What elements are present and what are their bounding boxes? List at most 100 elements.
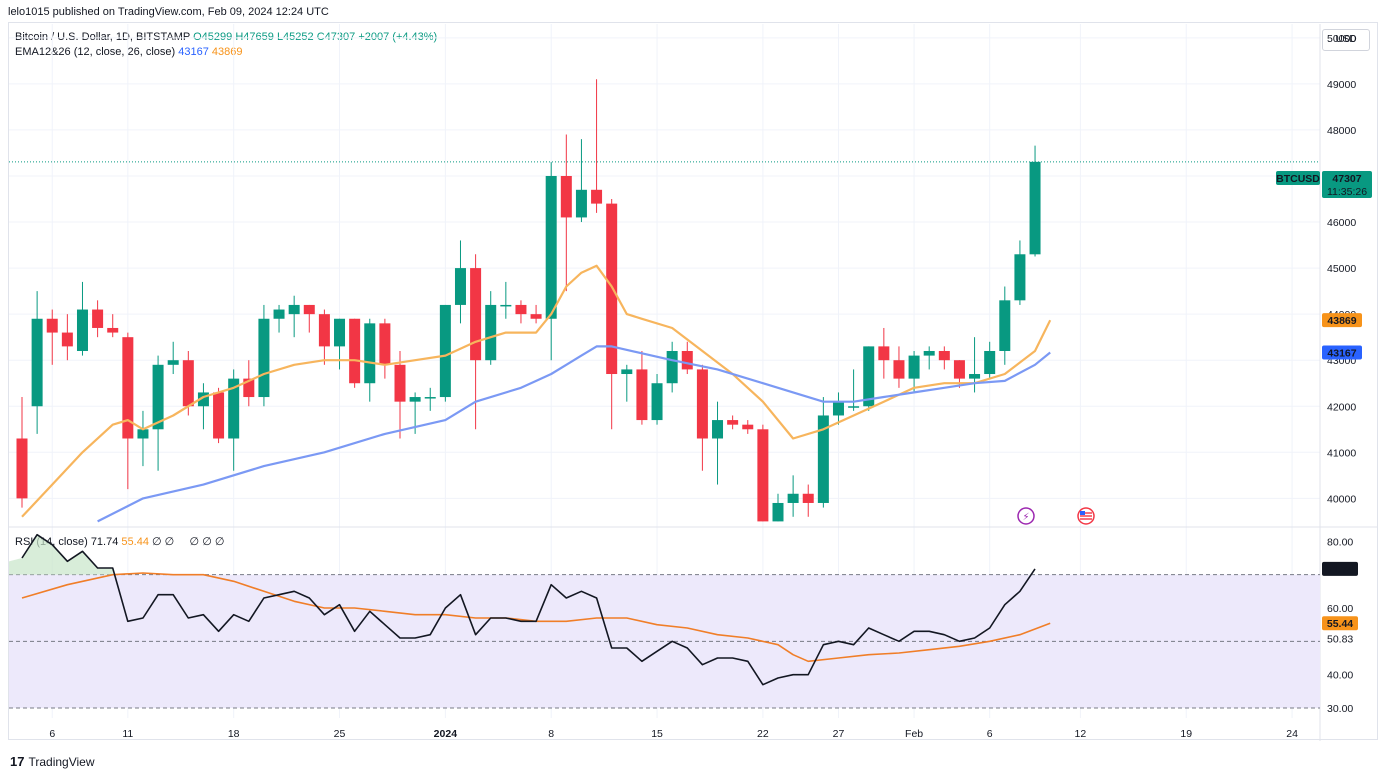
candle-body (651, 383, 663, 421)
rsi-line (21, 533, 1036, 686)
candle (167, 341, 179, 375)
candle (152, 355, 164, 471)
candle-body (969, 374, 981, 379)
candle-body (167, 360, 179, 365)
ema-fast-line (97, 345, 1051, 523)
candle-body (893, 360, 905, 379)
candle (288, 295, 300, 338)
rsi-extra-5: ∅ (214, 536, 225, 548)
rsi-tick-label: 80.00 (1327, 536, 1353, 548)
candle-body (606, 203, 618, 375)
time-tick-label: 12 (1075, 728, 1087, 740)
lightning-glyph: ⚡ (1022, 512, 1029, 523)
candle-body (364, 323, 376, 384)
ema-fast-tag-text: 43167 (1327, 348, 1356, 360)
candle (772, 493, 784, 522)
candle-body (832, 401, 844, 416)
candle-body (802, 493, 814, 503)
rsi-extra-3: ∅ (189, 536, 200, 548)
candle-body (923, 350, 935, 356)
candle-body (938, 350, 950, 361)
candle-body (681, 350, 693, 370)
candle-body (379, 323, 391, 365)
time-tick-label: 2024 (434, 728, 458, 740)
candle-body (591, 189, 603, 204)
price-tick-label: 46000 (1327, 217, 1356, 229)
candle (696, 364, 708, 471)
price-tick-label: 50000 (1327, 33, 1356, 45)
candle-body (712, 420, 724, 439)
time-tick-label: 8 (548, 728, 554, 740)
candle-body (515, 304, 527, 315)
rsi-ma-tag: 55.44 (1322, 616, 1358, 631)
rsi-tag-text: 71.74 (1327, 564, 1353, 576)
time-tick-label: 24 (1286, 728, 1298, 740)
candle (591, 79, 603, 213)
brand-name: TradingView (28, 755, 95, 769)
candle-body (107, 327, 119, 333)
candle-body (787, 493, 799, 503)
candle-body (152, 364, 164, 430)
candle-body (454, 268, 466, 305)
candle (802, 484, 814, 517)
candle (621, 364, 633, 402)
candle (757, 424, 769, 522)
candle (727, 415, 739, 430)
ema-label[interactable]: EMA12&26 (12, close, 26, close) (15, 46, 176, 58)
candle-body (273, 309, 285, 319)
time-tick-label: 25 (334, 728, 346, 740)
price-tick-label: 48000 (1327, 125, 1356, 137)
publish-info: lelo1015 published on TradingView.com, F… (8, 6, 329, 18)
candle (606, 199, 618, 430)
candle (424, 387, 436, 411)
rsi-tag: 71.74 (1322, 561, 1358, 576)
candle (197, 383, 209, 430)
candle (742, 420, 754, 434)
candle-body (545, 175, 557, 319)
candle (137, 410, 149, 467)
ohlc-close: C47307 (316, 31, 356, 43)
candle-body (485, 304, 497, 361)
rsi-value: 71.74 (90, 536, 119, 548)
candle-body (409, 397, 421, 402)
candle (92, 300, 104, 338)
us-flag-event-icon (1077, 507, 1095, 525)
candle-body (228, 378, 240, 439)
candle (243, 360, 255, 407)
price-tick-label: 45000 (1327, 263, 1356, 275)
candle-body (46, 318, 58, 333)
candle (863, 346, 875, 411)
candle-body (16, 438, 28, 499)
candle-body (621, 369, 633, 375)
candle (575, 139, 587, 223)
rsi-tick-label: 50.83 (1327, 634, 1353, 646)
last-price-bg (1322, 171, 1372, 198)
candle-body (666, 350, 678, 384)
candle (334, 318, 346, 370)
candle (303, 304, 315, 333)
candle (999, 286, 1011, 365)
candle (500, 281, 512, 319)
candle-body (999, 300, 1011, 351)
candle-body (349, 318, 361, 384)
currency-button[interactable]: USD (1322, 29, 1370, 51)
candle (878, 327, 890, 379)
candle-body (182, 360, 194, 407)
symbol-title[interactable]: Bitcoin / U.S. Dollar, 1D, BITSTAMP (15, 31, 191, 43)
rsi-ma-tag-text: 55.44 (1327, 618, 1353, 630)
candle (107, 314, 119, 338)
tradingview-logo[interactable]: 17 TradingView (10, 754, 95, 769)
candle-body (530, 314, 542, 319)
time-tick-label: 18 (228, 728, 240, 740)
candle (182, 350, 194, 416)
candle (984, 341, 996, 379)
ema-slow-tag-bg (1322, 313, 1362, 328)
candle-body (863, 346, 875, 407)
time-tick-label: 27 (833, 728, 845, 740)
candle-body (243, 378, 255, 398)
candle-body (92, 309, 104, 328)
candle (364, 318, 376, 402)
candle-body (334, 318, 346, 347)
